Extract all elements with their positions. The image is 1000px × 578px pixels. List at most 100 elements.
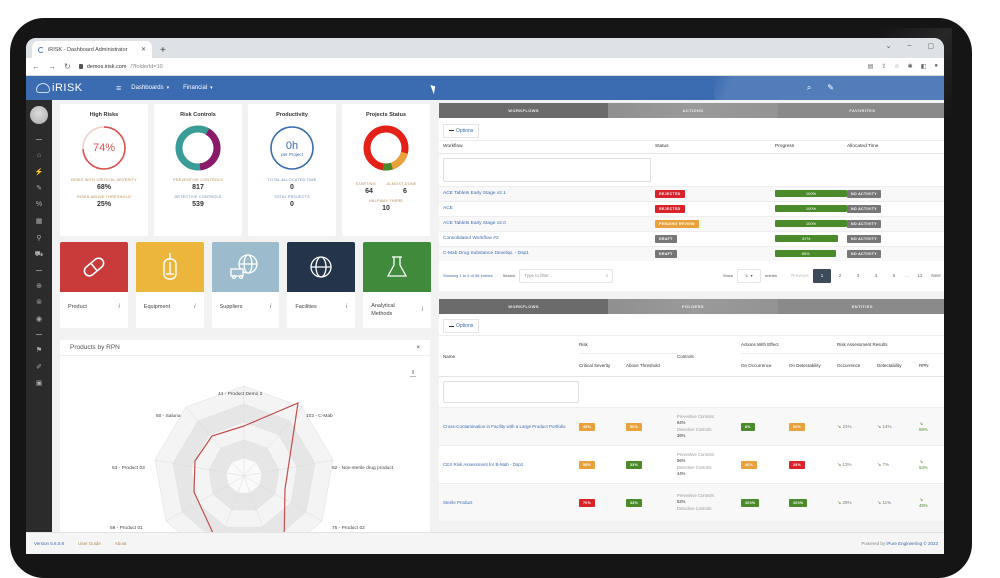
col-name[interactable]: Name [443,353,456,359]
workflow-link[interactable]: C-Mab Drug Substance Develop. - Dsp1 [443,251,529,256]
controls-cell: Preventive Controls: 52% Detective Control… [677,492,715,511]
company-link[interactable]: iPure Engineering © 2023 [886,541,938,546]
options-button[interactable]: Options [443,319,480,333]
profile-icon[interactable]: ● [934,63,938,69]
reload-button[interactable]: ↻ [64,62,71,71]
download-icon[interactable] [410,370,416,377]
tab-favorites[interactable]: FAVORITES [777,103,944,118]
options-button[interactable]: Options [443,123,480,138]
info-icon[interactable]: i [345,304,348,310]
financial-menu[interactable]: Financial ▾ [183,85,213,91]
tab-search-button[interactable]: ⌄ [885,43,892,50]
about-link[interactable]: About [114,541,127,546]
tile-facilities[interactable]: Facilities i [287,242,356,328]
close-tab-icon[interactable]: ✕ [140,47,146,53]
translate-icon[interactable]: ▤ [867,64,874,70]
menu-icon[interactable]: ≡ [116,83,122,93]
page-2[interactable]: 2 [838,273,842,278]
page-12[interactable]: 12 [917,273,923,278]
users-icon[interactable]: ⚑ [35,347,43,355]
sidepanel-icon[interactable]: ◧ [920,64,927,70]
kpi-projects-status[interactable]: Projects Status STARTING ALMOST DONE 64 … [342,104,430,236]
new-tab-button[interactable]: + [160,45,166,56]
workflow-link[interactable]: ACE Tablets Early Stage v2.0 [443,221,506,226]
tile-analytical-methods[interactable]: Analytical Methods i [363,242,431,328]
globe-icon[interactable]: ⊕ [36,282,42,290]
info-icon[interactable]: i [421,307,423,313]
dashboards-menu[interactable]: Dashboards ▾ [131,85,169,91]
tile-equipment[interactable]: Equipment i [135,242,204,328]
extensions-icon[interactable]: ✱ [907,64,913,70]
col-allocated-time[interactable]: Allocated Time [847,144,879,149]
page-next[interactable]: Next [931,273,941,278]
page-1[interactable]: 1 [813,268,831,283]
kpi-high-risks[interactable]: High Risks 74% RISKS WITH CRITICAL SEVER… [60,104,148,236]
col-critical-severity[interactable]: Critical Severity [579,362,611,368]
risk-link[interactable]: Cross-Contamination in Facility with a L… [443,424,566,429]
minimize-button[interactable]: – [907,42,912,49]
gear-icon[interactable]: ⊚ [36,299,42,307]
wrench-icon[interactable]: ⚲ [36,234,42,242]
name-filter-input[interactable] [443,381,579,403]
chart-icon[interactable]: ▦ [35,218,43,226]
home-icon[interactable]: ⌂ [36,151,42,159]
info-icon[interactable]: i [194,304,196,310]
close-icon[interactable]: × [416,344,420,351]
eye-icon[interactable]: ◉ [35,315,43,323]
share-icon[interactable]: ⇪ [881,64,887,70]
info-icon[interactable]: i [118,304,120,310]
note-icon[interactable]: ✎ [36,185,42,193]
page-previous[interactable]: Previous [791,273,809,278]
col-occurrence[interactable]: Occurrence [837,362,861,368]
forward-button[interactable]: → [48,62,56,71]
url-field[interactable]: demos.irisk.com/?folderId=10 [78,64,163,70]
truck-icon[interactable]: ⛟ [34,250,44,258]
star-icon[interactable]: ☆ [894,64,900,70]
page-3[interactable]: 3 [856,273,860,278]
col-workflow[interactable]: Workflow [443,144,463,149]
irisk-logo[interactable]: iRISK [36,82,106,94]
back-button[interactable]: ← [32,62,40,71]
tab-folders[interactable]: FOLDERS [608,298,778,314]
trend-down-icon: ↘ [877,499,882,506]
maximize-button[interactable]: ▢ [927,43,934,50]
risk-link[interactable]: Sterile Product [443,500,473,505]
workflow-link[interactable]: ACE [443,206,453,211]
col-detectability[interactable]: Detectability [877,362,902,368]
kpi-title: High Risks [89,112,119,118]
kpi-risk-controls[interactable]: Risk Controls PREVENTIVE CONTROLS 817 DE… [154,104,242,236]
search-icon[interactable]: ⌕ [806,83,812,92]
risk-link[interactable]: CEX Risk Assessment for B-Mab - Dsp1 [443,462,524,467]
pen-icon[interactable]: ✎ [827,83,834,92]
search-input[interactable]: Type to filter... ⌕ [519,268,614,283]
time-badge: NO ACTIVITY [847,204,881,213]
workflow-link[interactable]: Consolidated Workflow #2 [443,236,499,241]
tab-workflows[interactable]: WORKFLOWS [439,298,609,314]
page-size-select[interactable]: 5 ▾ [736,268,761,283]
avatar[interactable] [30,106,48,124]
info-icon[interactable]: i [270,304,272,310]
tile-product[interactable]: Product i [60,242,128,328]
col-on-detectability[interactable]: On Detectability [789,362,821,368]
col-rpn[interactable]: RPN [919,362,929,368]
user-guide-link[interactable]: User Guide [78,541,101,546]
calendar-icon[interactable]: ▣ [35,380,43,388]
workflow-filter-input[interactable] [443,157,651,182]
tab-actions[interactable]: ACTIONS [608,103,778,118]
kpi-productivity[interactable]: Productivity 0h per Project TOTAL ALLOCAT… [248,104,336,236]
page-4[interactable]: 4 [874,273,878,278]
workflow-link[interactable]: ACE Tablets Early Stage v2.1 [443,191,506,196]
page-5[interactable]: 5 [892,273,896,278]
bolt-icon[interactable]: ⚡ [34,168,44,176]
col-progress[interactable]: Progress [775,144,795,149]
col-on-occurrence[interactable]: On Occurrence [741,362,772,368]
percent-icon[interactable]: % [35,201,43,209]
col-above-threshold[interactable]: Above Threshold [626,362,660,368]
browser-tab[interactable]: iRISK - Dashboard Administrator ✕ [32,41,152,58]
brush-icon[interactable]: ✐ [36,363,42,371]
tab-workflows[interactable]: WORKFLOWS [439,103,609,118]
col-status[interactable]: Status [655,144,669,149]
col-controls[interactable]: Controls [677,353,694,359]
tile-suppliers[interactable]: Suppliers i [211,242,280,328]
tab-entities[interactable]: ENTITIES [777,298,944,314]
